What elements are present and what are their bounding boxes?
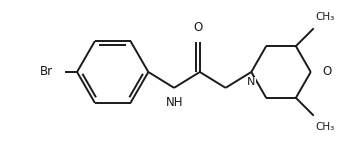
Text: O: O bbox=[193, 21, 202, 34]
Text: CH₃: CH₃ bbox=[316, 122, 335, 132]
Text: Br: Br bbox=[40, 65, 53, 79]
Text: CH₃: CH₃ bbox=[316, 12, 335, 22]
Text: O: O bbox=[323, 65, 332, 79]
Text: N: N bbox=[247, 77, 256, 87]
Text: NH: NH bbox=[166, 96, 184, 109]
